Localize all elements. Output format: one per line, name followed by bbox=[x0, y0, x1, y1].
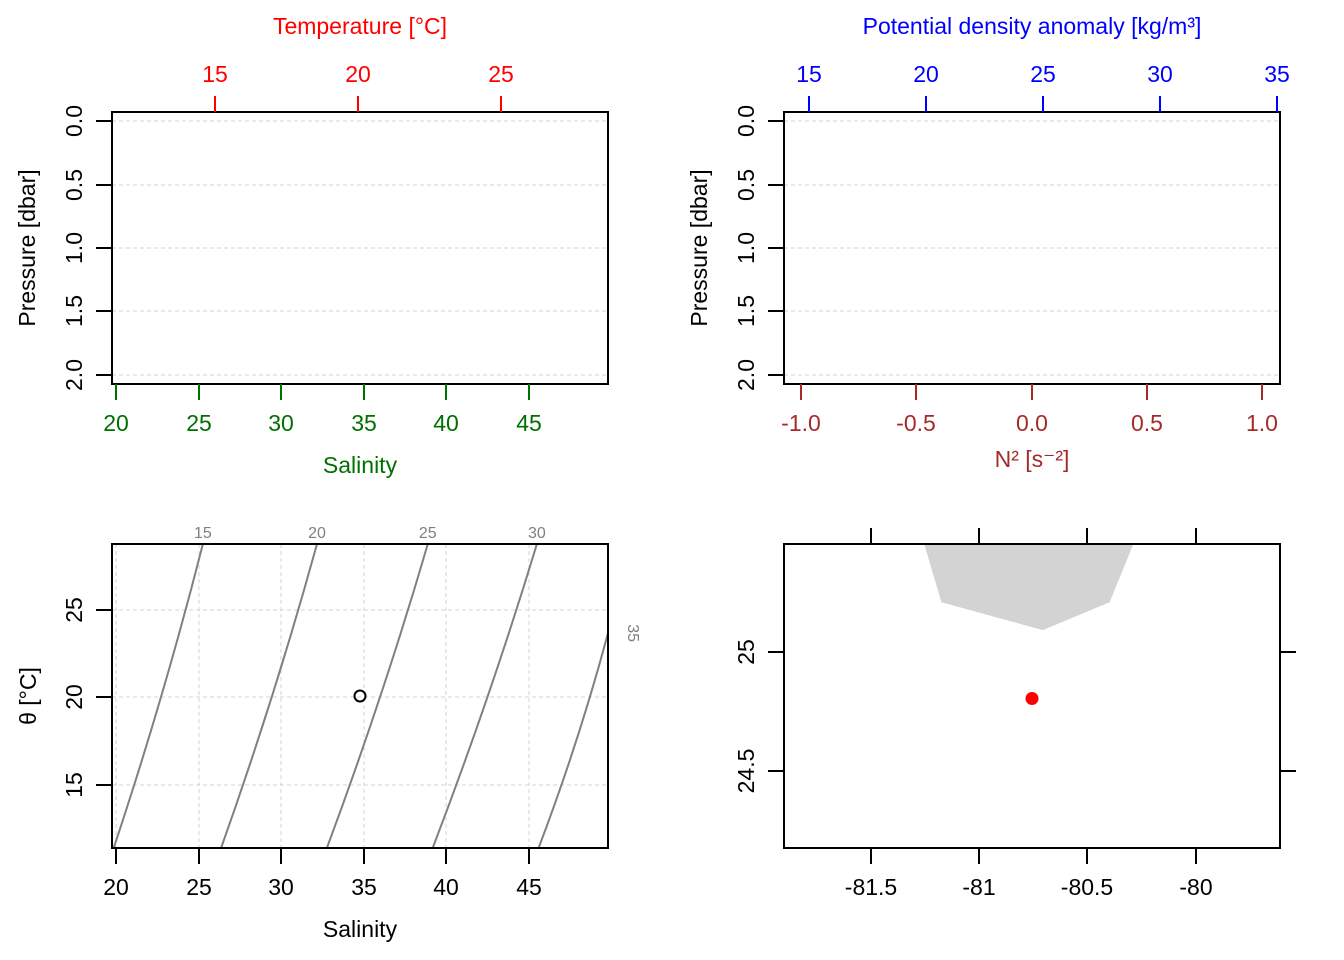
p1-bottom-tick-label: 40 bbox=[433, 410, 459, 436]
p3-bottom-axis-label: Salinity bbox=[323, 916, 398, 942]
land-polygon bbox=[924, 544, 1134, 631]
p4-left-tick-label: 24.5 bbox=[733, 749, 759, 794]
p1-bottom-tick-label: 45 bbox=[516, 410, 542, 436]
p4-plot-box bbox=[783, 543, 1281, 849]
p3-left-axis-label: θ [°C] bbox=[15, 667, 41, 725]
panel-ts-diagram: 15 20 25 30 35 20 25 30 35 40 45 Salinity 25… bbox=[15, 525, 641, 942]
p2-bottom-axis-label: N² [s⁻²] bbox=[995, 446, 1070, 472]
p3-bottom-tick-label: 30 bbox=[268, 874, 294, 900]
p2-bottom-tick-label: 0.5 bbox=[1131, 410, 1163, 436]
p1-bottom-tick-label: 25 bbox=[186, 410, 212, 436]
p1-grid bbox=[112, 120, 608, 376]
p2-left-axis-label: Pressure [dbar] bbox=[686, 169, 712, 326]
isopycnal-line bbox=[220, 544, 318, 848]
isopycnal-line bbox=[325, 544, 429, 848]
p1-top-axis: 15 20 25 Temperature [°C] bbox=[202, 13, 514, 112]
p2-top-tick-label: 35 bbox=[1264, 61, 1290, 87]
p4-left-axis: 25 24.5 bbox=[733, 639, 784, 793]
p4-land bbox=[924, 544, 1134, 631]
p3-left-axis: 25 20 15 θ [°C] bbox=[15, 597, 112, 798]
p2-top-tick-label: 25 bbox=[1030, 61, 1056, 87]
p2-bottom-tick-label: -1.0 bbox=[781, 410, 821, 436]
p2-left-tick-label: 2.0 bbox=[733, 359, 759, 391]
p2-left-axis: 0.0 0.5 1.0 1.5 2.0 Pressure [dbar] bbox=[686, 105, 784, 391]
p3-bottom-axis: 20 25 30 35 40 45 Salinity bbox=[103, 848, 542, 942]
p3-left-tick-label: 20 bbox=[61, 684, 87, 710]
p4-bottom-tick-label: -81.5 bbox=[845, 874, 897, 900]
p1-top-tick-label: 25 bbox=[488, 61, 514, 87]
p4-top-axis bbox=[870, 528, 1197, 544]
p1-top-tick-label: 15 bbox=[202, 61, 228, 87]
p4-left-tick-label: 25 bbox=[733, 639, 759, 665]
p4-bottom-tick-label: -81 bbox=[962, 874, 995, 900]
p1-left-tick-label: 0.5 bbox=[61, 169, 87, 201]
isopycnal-label: 30 bbox=[528, 525, 546, 542]
p4-points bbox=[1025, 692, 1039, 705]
p3-plot-box bbox=[111, 543, 609, 849]
p3-bottom-tick-label: 20 bbox=[103, 874, 129, 900]
p4-bottom-tick-label: -80.5 bbox=[1061, 874, 1113, 900]
p2-bottom-axis: -1.0 -0.5 0.0 0.5 1.0 N² [s⁻²] bbox=[781, 384, 1278, 472]
isopycnal-label: 15 bbox=[194, 525, 212, 542]
p3-grid bbox=[112, 544, 608, 848]
p2-left-tick-label: 0.0 bbox=[733, 105, 759, 137]
p4-bottom-axis: -81.5 -81 -80.5 -80 bbox=[845, 848, 1213, 900]
p4-bottom-tick-label: -80 bbox=[1179, 874, 1212, 900]
p1-bottom-tick-label: 30 bbox=[268, 410, 294, 436]
isopycnal-label: 35 bbox=[624, 624, 641, 642]
p2-left-tick-label: 1.5 bbox=[733, 295, 759, 327]
p3-bottom-tick-label: 45 bbox=[516, 874, 542, 900]
p1-top-axis-label: Temperature [°C] bbox=[273, 13, 447, 39]
isopycnal-line bbox=[431, 544, 538, 848]
p1-top-tick-label: 20 bbox=[345, 61, 371, 87]
p3-isopycnal-labels: 15 20 25 30 35 bbox=[194, 525, 641, 642]
isopycnal-label: 25 bbox=[419, 525, 437, 542]
isopycnal-line bbox=[112, 544, 204, 848]
p2-left-tick-label: 0.5 bbox=[733, 169, 759, 201]
p1-bottom-axis-label: Salinity bbox=[323, 452, 398, 478]
p3-left-tick-label: 15 bbox=[61, 772, 87, 798]
p2-top-axis-label: Potential density anomaly [kg/m³] bbox=[863, 13, 1202, 39]
p2-bottom-tick-label: 1.0 bbox=[1246, 410, 1278, 436]
isopycnal-label: 20 bbox=[308, 525, 326, 542]
p1-left-tick-label: 1.0 bbox=[61, 232, 87, 264]
p1-left-tick-label: 0.0 bbox=[61, 105, 87, 137]
p2-left-tick-label: 1.0 bbox=[733, 232, 759, 264]
p1-left-tick-label: 2.0 bbox=[61, 359, 87, 391]
isopycnal-line bbox=[537, 632, 608, 848]
p2-top-tick-label: 15 bbox=[796, 61, 822, 87]
p3-bottom-tick-label: 35 bbox=[351, 874, 377, 900]
p1-bottom-tick-label: 35 bbox=[351, 410, 377, 436]
p2-grid bbox=[784, 120, 1280, 376]
p2-bottom-tick-label: 0.0 bbox=[1016, 410, 1048, 436]
p2-bottom-tick-label: -0.5 bbox=[896, 410, 936, 436]
panel-profile-ts: 15 20 25 Temperature [°C] 20 25 30 35 40… bbox=[14, 13, 609, 478]
ts-point bbox=[353, 689, 367, 703]
p3-bottom-tick-label: 25 bbox=[186, 874, 212, 900]
p3-isopycnals bbox=[112, 544, 608, 848]
p1-bottom-tick-label: 20 bbox=[103, 410, 129, 436]
p3-points bbox=[353, 689, 367, 703]
p2-top-tick-label: 30 bbox=[1147, 61, 1173, 87]
p1-left-axis: 0.0 0.5 1.0 1.5 2.0 Pressure [dbar] bbox=[14, 105, 112, 391]
p3-left-tick-label: 25 bbox=[61, 597, 87, 623]
p1-left-tick-label: 1.5 bbox=[61, 295, 87, 327]
p3-bottom-tick-label: 40 bbox=[433, 874, 459, 900]
p2-top-tick-label: 20 bbox=[913, 61, 939, 87]
panel-station-map: -81.5 -81 -80.5 -80 25 24.5 bbox=[733, 528, 1296, 900]
p1-left-axis-label: Pressure [dbar] bbox=[14, 169, 40, 326]
station-marker bbox=[1025, 692, 1039, 705]
p2-top-axis: 15 20 25 30 35 Potential density anomaly… bbox=[796, 13, 1290, 112]
p1-bottom-axis: 20 25 30 35 40 45 Salinity bbox=[103, 384, 542, 478]
p4-right-axis bbox=[1280, 651, 1296, 772]
panel-profile-density: 15 20 25 30 35 Potential density anomaly… bbox=[686, 13, 1290, 472]
